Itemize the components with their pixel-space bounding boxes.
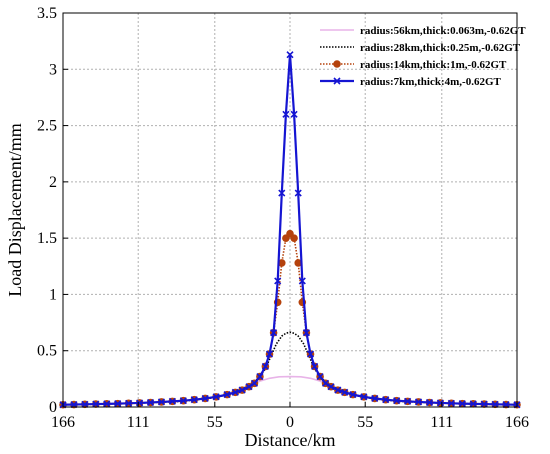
data-point: [321, 379, 330, 387]
data-point: [393, 397, 401, 405]
data-point: [371, 394, 379, 403]
y-tick-label: 3.5: [37, 5, 57, 22]
data-point: [179, 397, 187, 405]
data-point: [341, 388, 349, 396]
data-point: [261, 362, 269, 371]
data-point: [311, 362, 319, 371]
legend-label: radius:28km,thick:0.25m,-0.62GT: [360, 42, 521, 54]
data-point: [245, 383, 253, 391]
data-point: [302, 329, 310, 337]
data-point: [290, 110, 298, 118]
y-axis-title: Load Displacement/mm: [5, 123, 25, 296]
data-point: [223, 391, 231, 399]
data-point: [334, 386, 342, 394]
x-tick-label: 111: [127, 414, 150, 431]
legend-item: radius:56km,thick:0.063m,-0.62GT: [320, 25, 526, 37]
data-point: [294, 189, 302, 197]
y-tick-label: 1: [49, 286, 57, 303]
data-point: [290, 234, 298, 242]
data-point: [157, 398, 166, 406]
data-point: [201, 394, 209, 403]
data-point: [92, 400, 100, 408]
y-tick-label: 3: [49, 61, 57, 78]
data-point: [125, 399, 133, 407]
data-point: [333, 77, 341, 85]
data-point: [298, 277, 306, 285]
data-point: [480, 400, 488, 408]
data-point: [250, 379, 259, 387]
series-4: [59, 51, 521, 409]
data-point: [136, 399, 144, 407]
series-layer: [59, 51, 521, 409]
data-point: [265, 350, 274, 358]
data-point: [414, 398, 423, 406]
data-point: [360, 393, 368, 401]
legend: radius:56km,thick:0.063m,-0.62GT radius:2…: [320, 25, 526, 88]
grid: [63, 13, 517, 407]
y-tick-label: 0.5: [37, 343, 57, 360]
data-point: [447, 399, 455, 407]
series-line: [62, 232, 518, 406]
data-point: [306, 350, 315, 358]
y-tick-label: 2.5: [37, 118, 57, 135]
data-point: [238, 386, 246, 394]
x-axis-title: Distance/km: [245, 430, 336, 450]
x-tick-label: 55: [207, 414, 223, 431]
data-point: [382, 396, 390, 404]
data-point: [327, 383, 335, 391]
y-tick-label: 2: [49, 174, 57, 191]
data-point: [282, 110, 290, 118]
data-point: [256, 373, 264, 381]
data-point: [436, 399, 444, 407]
data-point: [278, 189, 286, 197]
data-point: [168, 397, 176, 405]
x-tick-label: 166: [505, 414, 529, 431]
legend-label: radius:56km,thick:0.063m,-0.62GT: [360, 25, 526, 37]
x-tick-label: 55: [357, 414, 373, 431]
data-point: [146, 398, 155, 407]
data-point: [212, 393, 220, 401]
y-tick-label: 1.5: [37, 230, 57, 247]
data-point: [404, 397, 412, 405]
data-point: [274, 277, 282, 285]
legend-item: radius:7km,thick:4m,-0.62GT: [320, 76, 502, 88]
data-point: [469, 400, 477, 408]
data-point: [458, 400, 466, 408]
data-point: [316, 373, 324, 381]
y-tick-label: 0: [49, 399, 57, 416]
data-point: [333, 60, 341, 68]
data-point: [190, 396, 198, 404]
data-point: [349, 391, 357, 399]
x-tick-label: 111: [430, 414, 453, 431]
legend-label: radius:7km,thick:4m,-0.62GT: [360, 76, 502, 88]
data-point: [491, 400, 499, 408]
data-point: [286, 51, 294, 59]
legend-label: radius:14km,thick:1m,-0.62GT: [360, 59, 507, 71]
data-point: [81, 400, 89, 408]
data-point: [103, 400, 111, 408]
legend-item: radius:28km,thick:0.25m,-0.62GT: [320, 42, 521, 54]
legend-item: radius:14km,thick:1m,-0.62GT: [320, 59, 507, 71]
x-tick-label: 166: [51, 414, 75, 431]
data-point: [231, 388, 239, 396]
data-point: [425, 398, 434, 407]
data-point: [114, 400, 122, 408]
x-tick-label: 0: [286, 414, 294, 431]
data-point: [270, 329, 278, 337]
